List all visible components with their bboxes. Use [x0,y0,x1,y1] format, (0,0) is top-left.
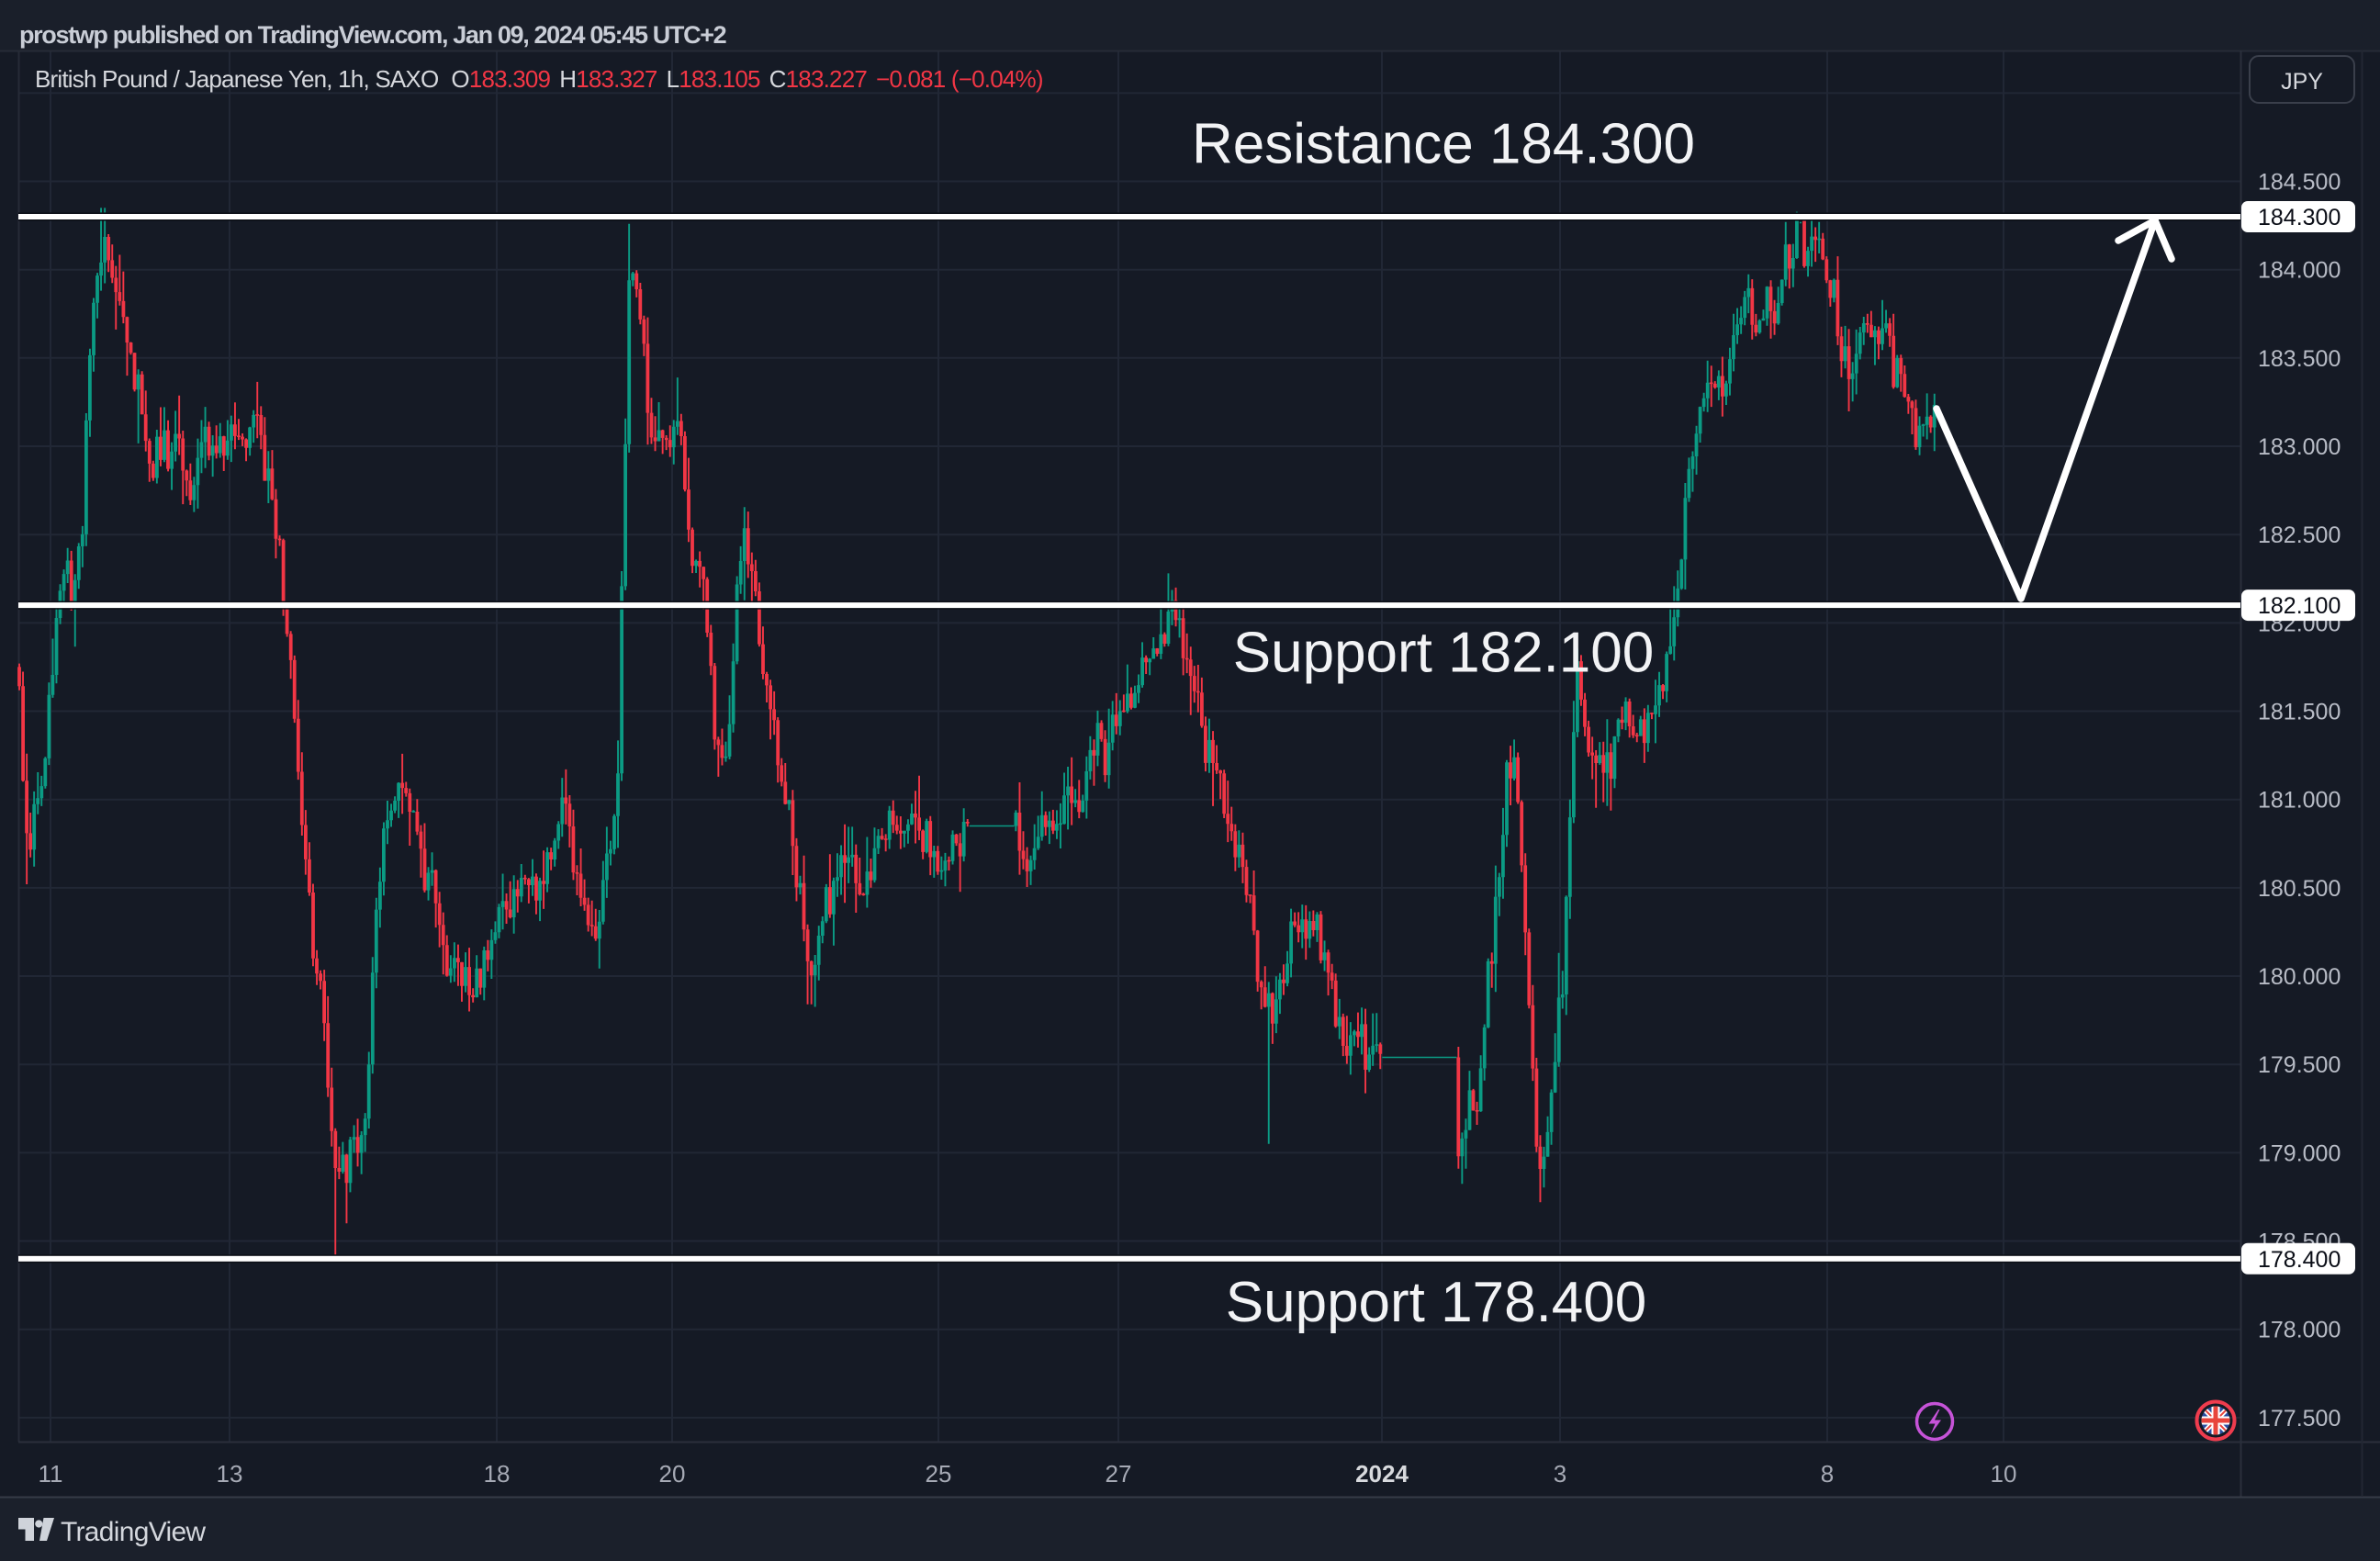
svg-text:Support 182.100: Support 182.100 [1233,622,1655,685]
svg-text:178.400: 178.400 [2258,1247,2341,1273]
svg-text:11: 11 [39,1460,63,1488]
svg-text:183.000: 183.000 [2258,434,2341,460]
svg-text:3: 3 [1554,1460,1566,1488]
svg-text:8: 8 [1821,1460,1834,1488]
svg-text:JPY: JPY [2281,69,2323,95]
svg-text:British Pound / Japanese Yen,: British Pound / Japanese Yen, 1h, SAXO O1… [35,65,1043,93]
svg-text:182.500: 182.500 [2258,522,2341,548]
svg-text:25: 25 [926,1460,952,1488]
svg-text:184.500: 184.500 [2258,170,2341,196]
svg-text:20: 20 [659,1460,686,1488]
svg-text:179.500: 179.500 [2258,1052,2341,1078]
svg-text:13: 13 [217,1460,243,1488]
svg-text:2024: 2024 [1355,1460,1409,1488]
svg-text:TradingView: TradingView [61,1517,206,1547]
svg-text:184.300: 184.300 [2258,205,2341,230]
svg-text:Support 178.400: Support 178.400 [1226,1271,1647,1334]
svg-text:182.100: 182.100 [2258,593,2341,619]
svg-text:177.500: 177.500 [2258,1406,2341,1432]
svg-text:180.000: 180.000 [2258,964,2341,990]
svg-text:Resistance 184.300: Resistance 184.300 [1192,113,1695,176]
svg-text:180.500: 180.500 [2258,876,2341,902]
svg-text:184.000: 184.000 [2258,258,2341,284]
svg-text:181.000: 181.000 [2258,788,2341,814]
svg-text:181.500: 181.500 [2258,700,2341,725]
svg-text:18: 18 [484,1460,511,1488]
svg-text:178.000: 178.000 [2258,1318,2341,1343]
svg-text:179.000: 179.000 [2258,1140,2341,1166]
svg-text:27: 27 [1106,1460,1132,1488]
svg-text:183.500: 183.500 [2258,346,2341,372]
svg-text:prostwp published on TradingVi: prostwp published on TradingView.com, Ja… [19,21,726,49]
svg-text:10: 10 [1991,1460,2017,1488]
